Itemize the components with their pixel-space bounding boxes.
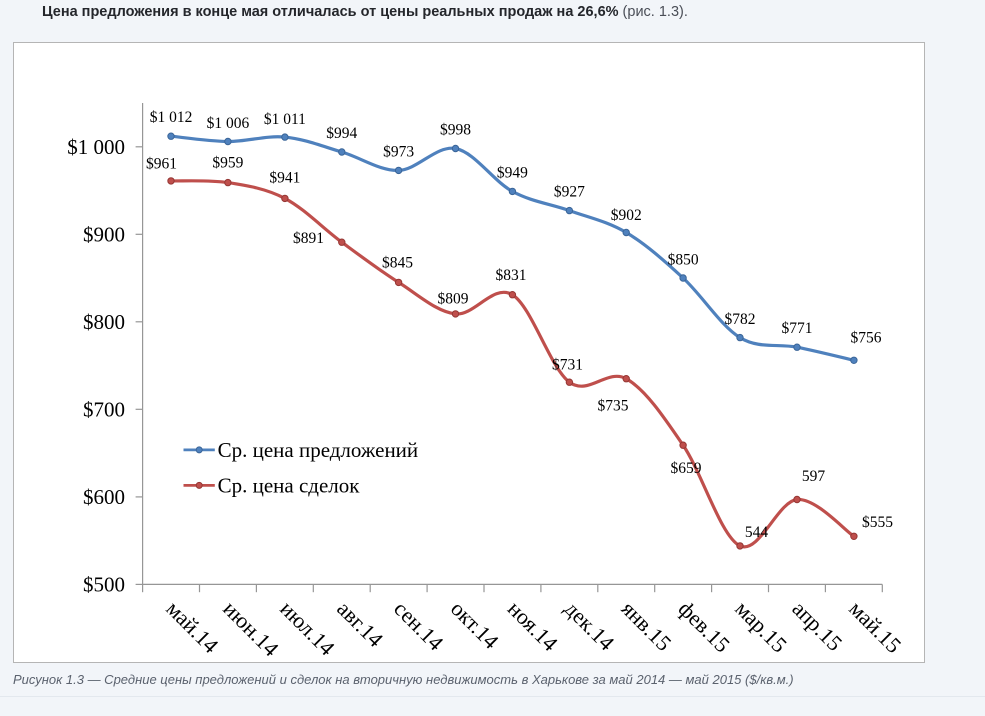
svg-text:$949: $949	[497, 165, 528, 182]
svg-text:$809: $809	[438, 291, 469, 308]
svg-text:$700: $700	[83, 397, 125, 421]
svg-text:$735: $735	[598, 398, 629, 415]
svg-text:ноя.14: ноя.14	[503, 596, 563, 656]
svg-text:$555: $555	[862, 514, 893, 531]
svg-text:окт.14: окт.14	[446, 596, 504, 654]
svg-text:$959: $959	[212, 155, 243, 172]
svg-text:$782: $782	[725, 311, 756, 328]
svg-text:Ср. цена сделок: Ср. цена сделок	[218, 473, 361, 497]
svg-text:$1 012: $1 012	[150, 109, 193, 126]
svg-text:апр.15: апр.15	[787, 596, 847, 656]
svg-text:фев.15: фев.15	[674, 596, 735, 657]
svg-text:мар.15: мар.15	[730, 596, 792, 658]
svg-text:$731: $731	[552, 357, 583, 374]
svg-text:$1 011: $1 011	[264, 111, 306, 128]
svg-text:$1 006: $1 006	[207, 115, 250, 132]
svg-text:$771: $771	[782, 320, 813, 337]
svg-text:$1 000: $1 000	[67, 135, 125, 159]
svg-text:$973: $973	[383, 144, 414, 161]
svg-text:$961: $961	[146, 156, 177, 173]
svg-text:Ср. цена предложений: Ср. цена предложений	[218, 438, 419, 462]
svg-text:дек.14: дек.14	[560, 596, 620, 656]
svg-text:$998: $998	[440, 122, 471, 139]
svg-text:$994: $994	[326, 125, 357, 142]
svg-text:июн.14: июн.14	[218, 596, 283, 661]
svg-text:май.15: май.15	[844, 596, 906, 658]
svg-text:$500: $500	[83, 572, 125, 596]
svg-text:$831: $831	[496, 267, 527, 284]
svg-text:$850: $850	[668, 252, 699, 269]
svg-text:544: 544	[745, 524, 769, 541]
svg-text:$891: $891	[293, 230, 324, 247]
svg-text:май.14: май.14	[161, 596, 223, 658]
svg-text:$756: $756	[851, 330, 882, 347]
svg-text:июл.14: июл.14	[275, 596, 339, 660]
svg-text:$600: $600	[83, 485, 125, 509]
svg-text:сен.14: сен.14	[389, 596, 448, 655]
svg-text:597: 597	[802, 468, 826, 485]
svg-text:$659: $659	[671, 460, 702, 477]
svg-text:$845: $845	[382, 255, 413, 272]
svg-text:авг.14: авг.14	[332, 596, 388, 652]
svg-text:$927: $927	[554, 184, 585, 201]
svg-text:$902: $902	[611, 207, 642, 224]
svg-text:$900: $900	[83, 222, 125, 246]
svg-text:$800: $800	[83, 310, 125, 334]
svg-text:$941: $941	[269, 170, 300, 187]
svg-text:янв.15: янв.15	[617, 596, 677, 656]
